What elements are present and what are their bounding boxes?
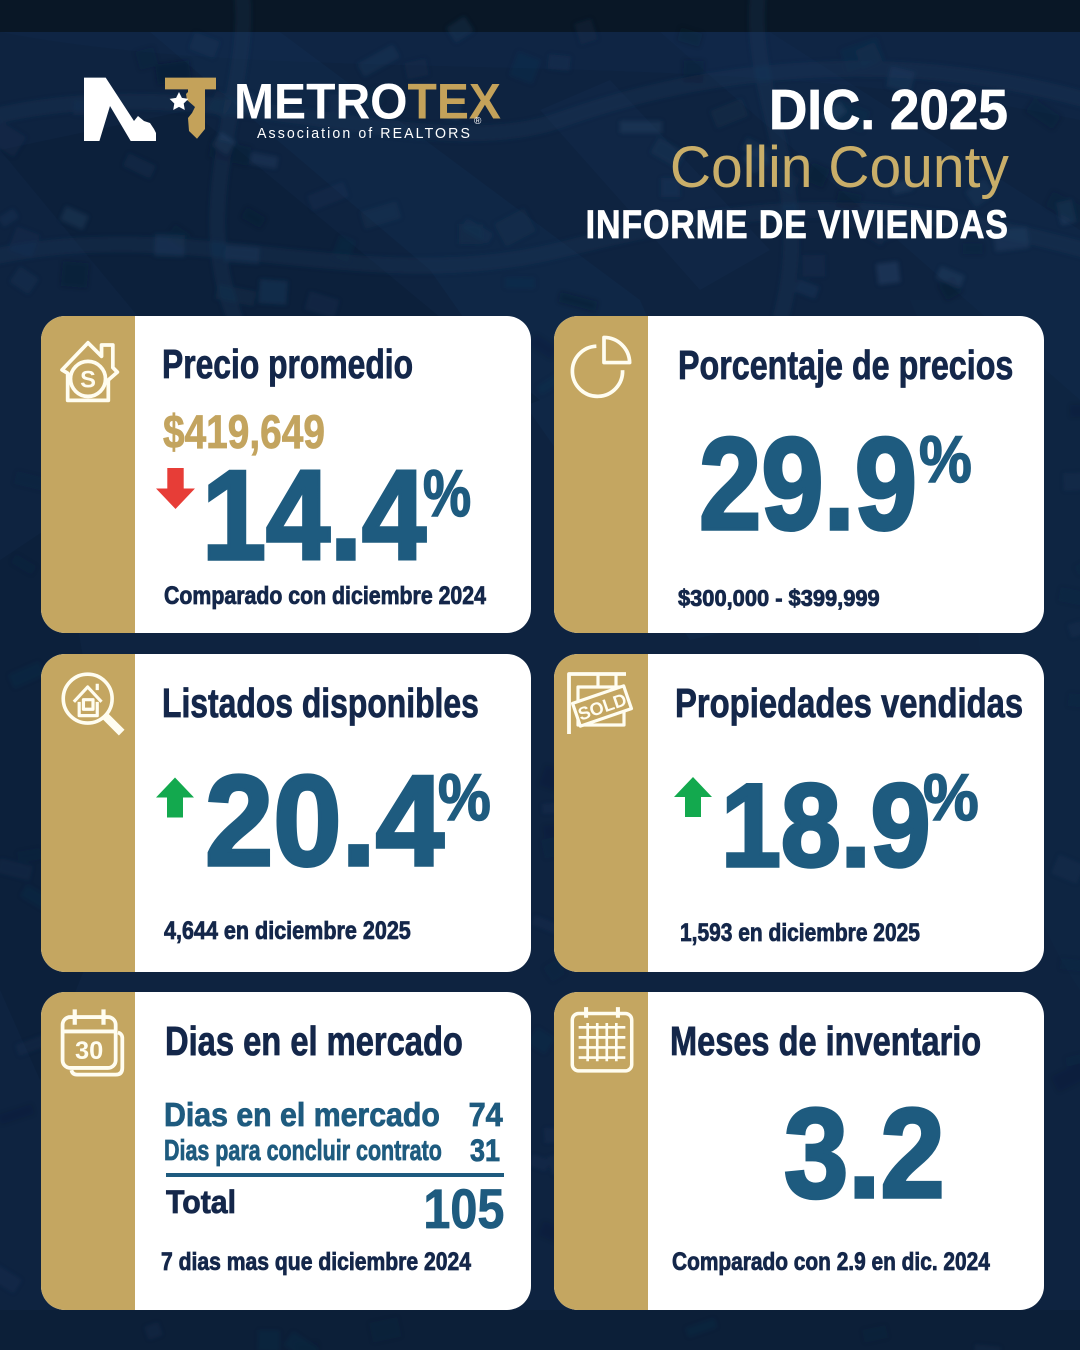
svg-text:30: 30 bbox=[75, 1037, 103, 1065]
svg-text:®: ® bbox=[474, 116, 482, 127]
svg-text:S: S bbox=[80, 367, 96, 393]
svg-text:METROTEX: METROTEX bbox=[234, 74, 501, 130]
svg-text:Association of REALTORS: Association of REALTORS bbox=[257, 125, 472, 142]
